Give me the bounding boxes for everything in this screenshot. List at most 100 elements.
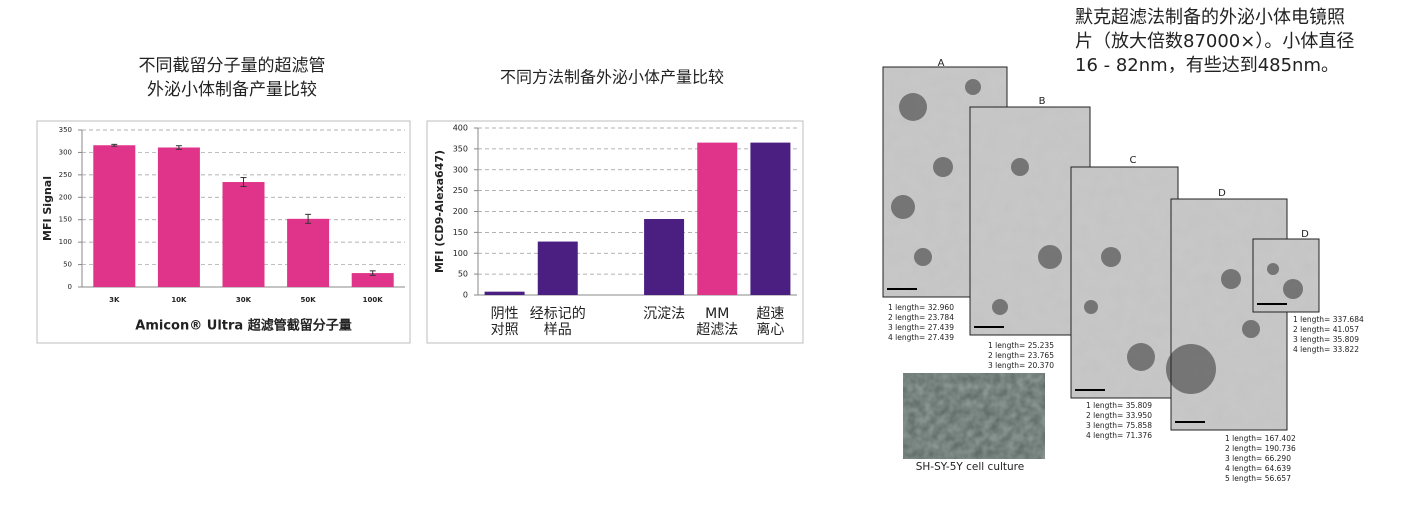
x-tick-label: 超速 bbox=[756, 306, 784, 322]
panel-label: B bbox=[1039, 96, 1046, 107]
vesicle bbox=[1283, 279, 1303, 299]
length-measure: 3 length= 75.858 bbox=[1086, 421, 1152, 430]
bar bbox=[351, 273, 394, 287]
error-bar bbox=[240, 177, 247, 188]
vesicle bbox=[899, 93, 927, 121]
length-measure: 2 length= 33.950 bbox=[1086, 411, 1152, 420]
length-measure: 4 length= 71.376 bbox=[1086, 431, 1152, 440]
y-axis-label: MFI (CD9-Alexa647) bbox=[433, 150, 446, 273]
x-tick-label: 经标记的 bbox=[530, 306, 586, 322]
y-tick-label: 100 bbox=[59, 238, 72, 246]
vesicle bbox=[1221, 269, 1241, 289]
x-tick-label: 30K bbox=[236, 296, 252, 304]
micrograph-texture bbox=[1171, 199, 1287, 430]
vesicle bbox=[1084, 300, 1098, 314]
error-bar bbox=[111, 143, 118, 147]
micrograph bbox=[1166, 198, 1288, 431]
y-tick-label: 300 bbox=[59, 148, 72, 156]
length-measure: 3 length= 66.290 bbox=[1225, 454, 1291, 463]
caption-line: 片（放大倍数87000×）。小体直径 bbox=[1075, 31, 1354, 52]
length-measure: 4 length= 64.639 bbox=[1225, 464, 1291, 473]
y-tick-label: 400 bbox=[453, 124, 468, 133]
micrograph-texture bbox=[1071, 167, 1178, 398]
caption-line: 默克超滤法制备的外泌小体电镜照 bbox=[1075, 7, 1345, 28]
vesicle bbox=[1267, 263, 1279, 275]
length-measure: 1 length= 32.960 bbox=[888, 303, 954, 312]
panel-label: C bbox=[1130, 155, 1137, 166]
micrograph bbox=[969, 106, 1091, 336]
panel-label: A bbox=[938, 58, 945, 69]
bar bbox=[222, 182, 265, 287]
y-tick-label: 150 bbox=[453, 228, 468, 237]
cell-caption: SH-SY-5Y cell culture bbox=[916, 461, 1024, 473]
micrograph-border bbox=[1252, 238, 1320, 313]
y-tick-label: 250 bbox=[59, 171, 72, 179]
y-tick-label: 100 bbox=[453, 249, 468, 258]
y-tick-label: 0 bbox=[463, 291, 468, 300]
vesicle bbox=[1166, 344, 1216, 394]
y-tick-label: 0 bbox=[68, 283, 72, 291]
panel-label: D bbox=[1218, 188, 1226, 199]
y-tick-label: 350 bbox=[453, 144, 468, 153]
error-bar bbox=[175, 145, 182, 150]
length-measure: 3 length= 35.809 bbox=[1293, 335, 1359, 344]
x-tick-label: 沉淀法 bbox=[643, 306, 685, 322]
chart-title: 外泌小体制备产量比较 bbox=[147, 80, 317, 100]
chart-frame bbox=[426, 120, 804, 344]
micrograph-texture bbox=[1253, 239, 1319, 312]
x-tick-label: MM bbox=[705, 306, 729, 322]
bar bbox=[484, 291, 525, 295]
chart-title: 不同方法制备外泌小体产量比较 bbox=[500, 68, 724, 87]
bar bbox=[287, 218, 330, 287]
caption-line: 16 - 82nm，有些达到485nm。 bbox=[1075, 55, 1339, 76]
vesicle bbox=[914, 248, 932, 266]
cell-texture bbox=[903, 373, 1045, 459]
length-measure: 3 length= 20.370 bbox=[988, 361, 1054, 370]
x-tick-label: 50K bbox=[301, 296, 317, 304]
y-tick-label: 300 bbox=[453, 165, 468, 174]
chart-title: 不同截留分子量的超滤管 bbox=[139, 56, 326, 76]
y-tick-label: 250 bbox=[453, 186, 468, 195]
panel-label: D bbox=[1301, 229, 1309, 240]
error-bar bbox=[369, 270, 376, 276]
x-tick-label: 对照 bbox=[491, 322, 519, 338]
y-tick-label: 200 bbox=[453, 207, 468, 216]
x-tick-label: 3K bbox=[109, 296, 120, 304]
bar bbox=[537, 241, 578, 295]
micrograph bbox=[1252, 238, 1320, 313]
length-measure: 2 length= 23.765 bbox=[988, 351, 1054, 360]
length-measure: 2 length= 23.784 bbox=[888, 313, 954, 322]
vesicle bbox=[992, 299, 1008, 315]
vesicle bbox=[1011, 158, 1029, 176]
length-measure: 1 length= 25.235 bbox=[988, 341, 1054, 350]
vesicle bbox=[1242, 320, 1260, 338]
x-tick-label: 超滤法 bbox=[696, 322, 738, 338]
y-tick-label: 350 bbox=[59, 126, 72, 134]
length-measure: 4 length= 27.439 bbox=[888, 333, 954, 342]
bar bbox=[93, 145, 136, 287]
bar bbox=[644, 219, 685, 295]
x-tick-label: 离心 bbox=[756, 321, 784, 338]
bar bbox=[750, 142, 791, 295]
y-tick-label: 50 bbox=[458, 270, 468, 279]
micrograph-texture bbox=[970, 107, 1090, 335]
vesicle bbox=[933, 157, 953, 177]
micrograph bbox=[1070, 166, 1179, 399]
x-tick-label: 样品 bbox=[544, 322, 572, 338]
error-bar bbox=[305, 213, 312, 224]
length-measure: 1 length= 35.809 bbox=[1086, 401, 1152, 410]
length-measure: 1 length= 337.684 bbox=[1293, 315, 1364, 324]
y-axis-label: MFI Signal bbox=[41, 176, 54, 241]
vesicle bbox=[1127, 343, 1155, 371]
vesicle bbox=[965, 79, 981, 95]
length-measure: 2 length= 41.057 bbox=[1293, 325, 1359, 334]
x-tick-label: 10K bbox=[171, 296, 187, 304]
length-measure: 5 length= 56.657 bbox=[1225, 474, 1291, 483]
vesicle bbox=[891, 195, 915, 219]
length-measure: 4 length= 33.822 bbox=[1293, 345, 1359, 354]
length-measure: 2 length= 190.736 bbox=[1225, 444, 1296, 453]
x-axis-label: Amicon® Ultra 超滤管截留分子量 bbox=[135, 318, 351, 334]
bar bbox=[697, 142, 738, 295]
y-tick-label: 150 bbox=[59, 216, 72, 224]
